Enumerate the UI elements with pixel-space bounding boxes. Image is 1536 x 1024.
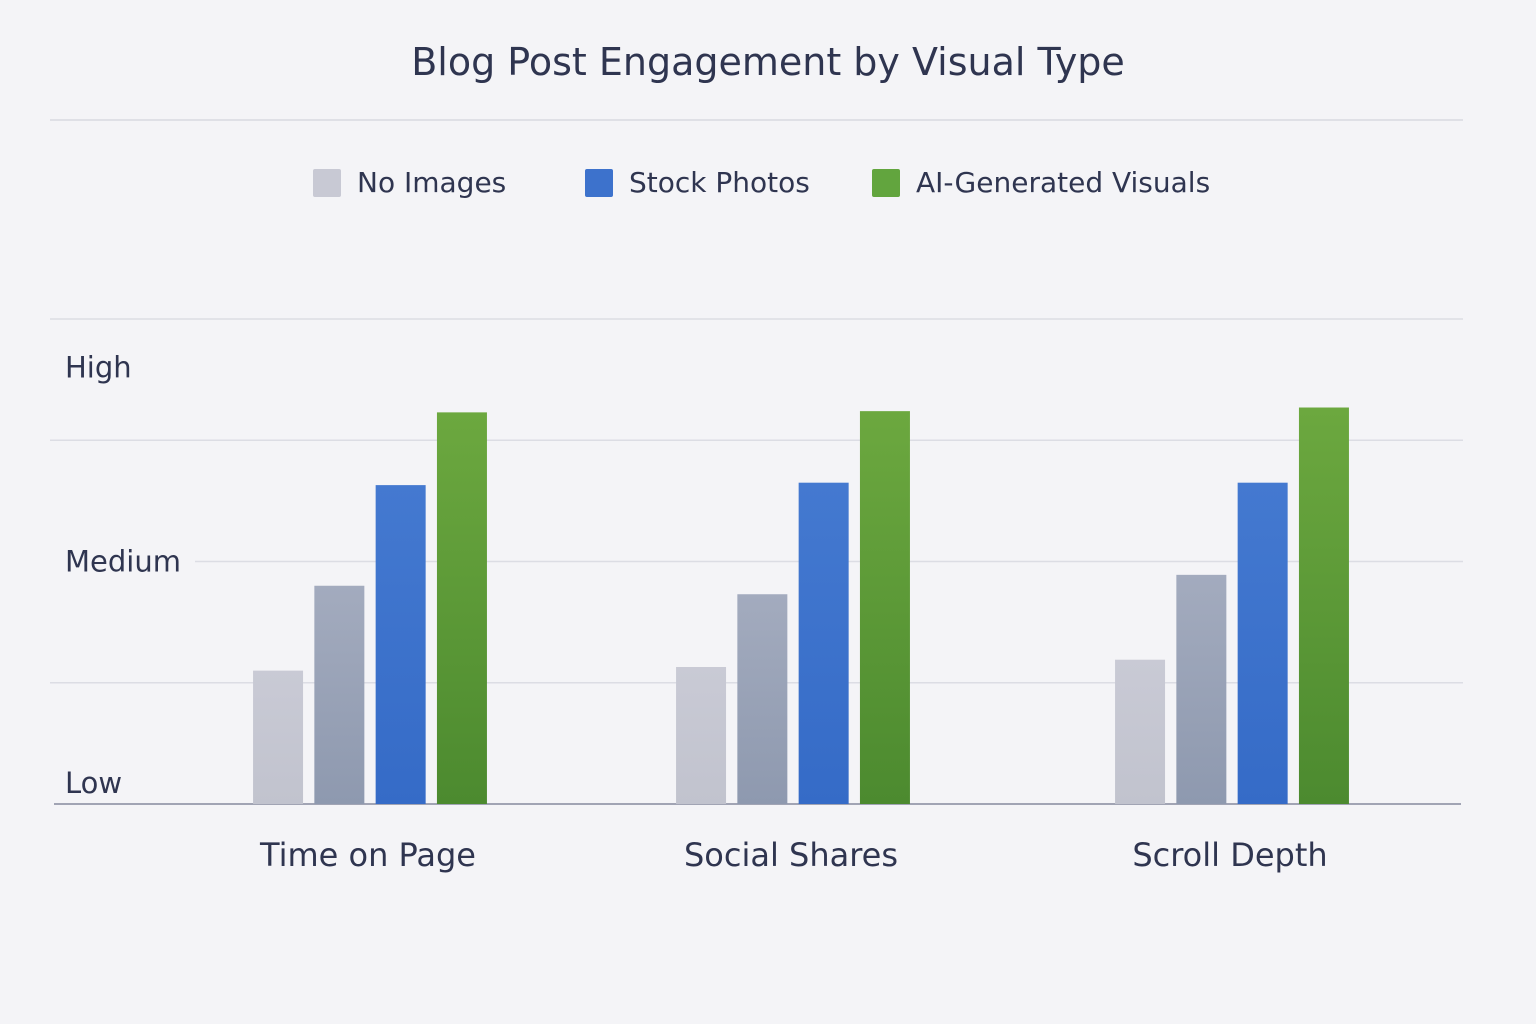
bar-ai-generated-visuals-time-on-page <box>436 412 487 804</box>
legend-swatch <box>585 168 613 197</box>
bar-ai-generated-visuals-scroll-depth <box>1298 407 1349 804</box>
legend-label: No Images <box>357 166 507 199</box>
bar-no-images-social-shares <box>676 666 727 804</box>
bar-series-2-social-shares <box>737 594 788 804</box>
legend-label: AI-Generated Visuals <box>916 166 1211 199</box>
x-tick-label: Social Shares <box>684 836 898 874</box>
bar-stock-photos-scroll-depth <box>1237 482 1288 804</box>
x-tick-label: Time on Page <box>259 836 476 874</box>
chart-title: Blog Post Engagement by Visual Type <box>411 40 1125 84</box>
legend-label: Stock Photos <box>629 166 810 199</box>
y-tick-label: Medium <box>65 545 181 579</box>
bar-no-images-time-on-page <box>253 670 304 804</box>
title-divider <box>50 119 1463 121</box>
legend-item-ai-generated-visuals: AI-Generated Visuals <box>872 166 1210 199</box>
legend-item-no-images: No Images <box>313 166 506 199</box>
bar-no-images-scroll-depth <box>1115 659 1166 804</box>
bar-stock-photos-time-on-page <box>375 485 426 804</box>
y-tick-label: Low <box>65 766 122 800</box>
legend-swatch <box>313 168 341 197</box>
legend-swatch <box>872 168 900 197</box>
y-tick-label: High <box>65 351 132 385</box>
legend-item-stock-photos: Stock Photos <box>585 166 810 199</box>
bar-ai-generated-visuals-social-shares <box>859 411 910 804</box>
x-tick-label: Scroll Depth <box>1132 836 1327 874</box>
bar-stock-photos-social-shares <box>798 482 849 804</box>
bar-series-2-time-on-page <box>314 585 365 804</box>
legend: No Images Stock Photos AI-Generated Visu… <box>0 166 1536 202</box>
bar-series-2-scroll-depth <box>1176 574 1227 804</box>
